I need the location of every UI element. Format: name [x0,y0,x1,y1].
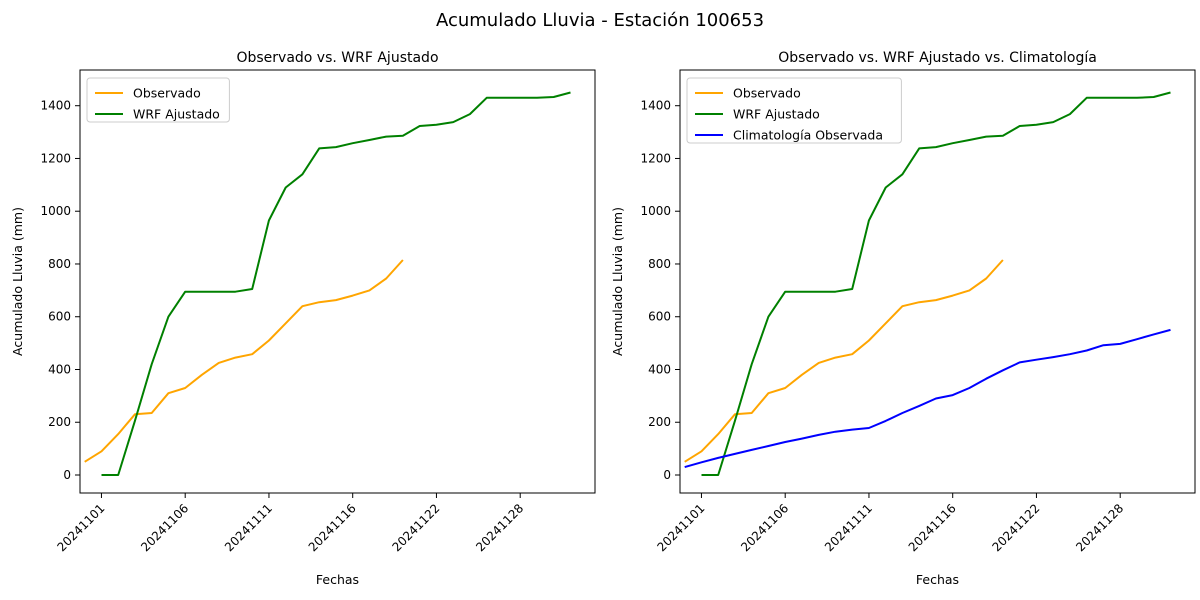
y-tick-label: 0 [63,468,71,482]
y-tick-label: 600 [648,310,671,324]
y-tick-label: 800 [48,257,71,271]
left-chart: Observado vs. WRF Ajustado Fechas Acumulad… [10,50,596,587]
legend-label-observado: Observado [733,86,801,101]
x-tick-label: 20241101 [654,501,707,554]
legend-box [86,77,230,123]
x-tick-label: 20241128 [1073,501,1126,554]
x-tick-label: 20241128 [473,501,526,554]
legend-box [686,77,902,144]
series-line-wrf-ajustado [701,91,1171,476]
x-tick-label: 20241111 [222,501,275,554]
chart-title: Observado vs. WRF Ajustado [236,50,438,66]
figure-title: Acumulado Lluvia - Estación 100653 [435,10,765,31]
chart-title: Observado vs. WRF Ajustado vs. Climatolo… [778,50,1097,66]
y-tick-label: 0 [663,468,671,482]
x-tick-label: 20241111 [822,501,875,554]
y-tick-label: 600 [48,310,71,324]
axes-box [679,69,1196,494]
axes-box [79,69,596,494]
legend-label-wrf-ajustado: WRF Ajustado [133,107,220,122]
x-tick-label: 20241116 [906,501,959,554]
y-tick-label: 1000 [40,204,71,218]
x-tick-label: 20241122 [389,501,442,554]
right-chart: Observado vs. WRF Ajustado vs. Climatolo… [610,50,1196,587]
y-tick-label: 1000 [640,204,671,218]
y-tick-label: 400 [648,362,671,376]
x-tick-label: 20241122 [989,501,1042,554]
legend-label-climatologia-observada: Climatología Observada [733,128,883,143]
x-tick-label: 20241106 [738,501,791,554]
y-tick-label: 1200 [640,151,671,165]
legend-label-observado: Observado [133,86,201,101]
y-tick-label: 1400 [640,99,671,113]
x-tick-label: 20241101 [54,501,107,554]
y-tick-label: 1200 [40,151,71,165]
y-tick-label: 800 [648,257,671,271]
x-axis-label: Fechas [316,572,359,587]
y-tick-label: 200 [648,415,671,429]
y-axis-label: Acumulado Lluvia (mm) [610,207,625,356]
x-tick-label: 20241116 [306,501,359,554]
y-tick-label: 200 [48,415,71,429]
y-tick-label: 400 [48,362,71,376]
x-axis-label: Fechas [916,572,959,587]
x-tick-label: 20241106 [138,501,191,554]
y-axis-label: Acumulado Lluvia (mm) [10,207,25,356]
y-tick-label: 1400 [40,99,71,113]
series-line-wrf-ajustado [101,91,571,476]
legend-label-wrf-ajustado: WRF Ajustado [733,107,820,122]
series-line-climatologia-observada [684,328,1171,469]
